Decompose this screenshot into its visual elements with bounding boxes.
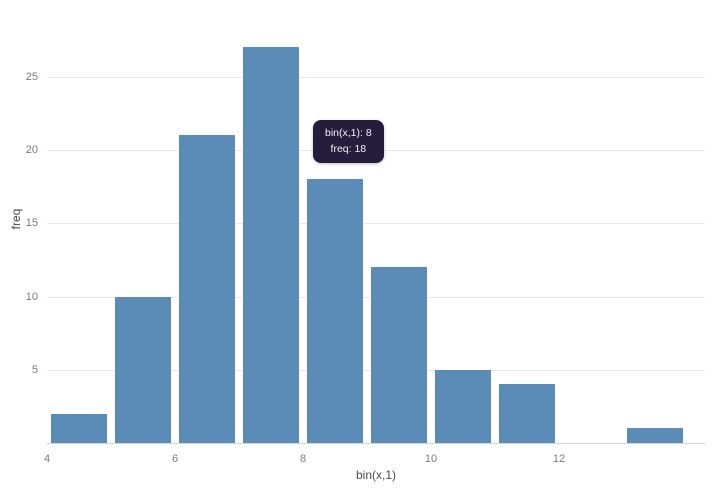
y-gridline <box>47 223 705 225</box>
y-tick-label: 20 <box>25 144 38 156</box>
histogram-bar[interactable] <box>51 413 107 443</box>
histogram-bar[interactable] <box>179 135 235 443</box>
x-tick-label: 10 <box>424 453 438 465</box>
x-tick-label: 12 <box>552 453 566 465</box>
x-tick-label: 6 <box>171 453 179 465</box>
tooltip-freq-value: freq: 18 <box>330 143 367 156</box>
histogram-bar[interactable] <box>435 369 491 443</box>
y-tick-label: 10 <box>25 290 38 303</box>
y-tick-label: 15 <box>25 217 38 230</box>
histogram-bar[interactable] <box>307 179 363 443</box>
x-axis-title: bin(x,1) <box>355 468 396 482</box>
y-tick-label: 25 <box>25 70 38 83</box>
histogram-bar[interactable] <box>115 296 171 443</box>
histogram-bar[interactable] <box>627 428 683 443</box>
x-tick-label: 4 <box>43 453 51 465</box>
tooltip-bin-value: bin(x,1): 8 <box>325 127 372 139</box>
y-tick-label: 5 <box>31 363 38 376</box>
x-tick-label: 8 <box>299 453 307 465</box>
histogram-bar[interactable] <box>499 384 555 443</box>
y-gridline <box>47 76 705 78</box>
histogram-bar[interactable] <box>371 267 427 443</box>
histogram-bar[interactable] <box>243 47 299 443</box>
hover-tooltip: bin(x,1): 8 freq: 18 <box>313 120 384 163</box>
x-axis-line <box>47 443 705 444</box>
